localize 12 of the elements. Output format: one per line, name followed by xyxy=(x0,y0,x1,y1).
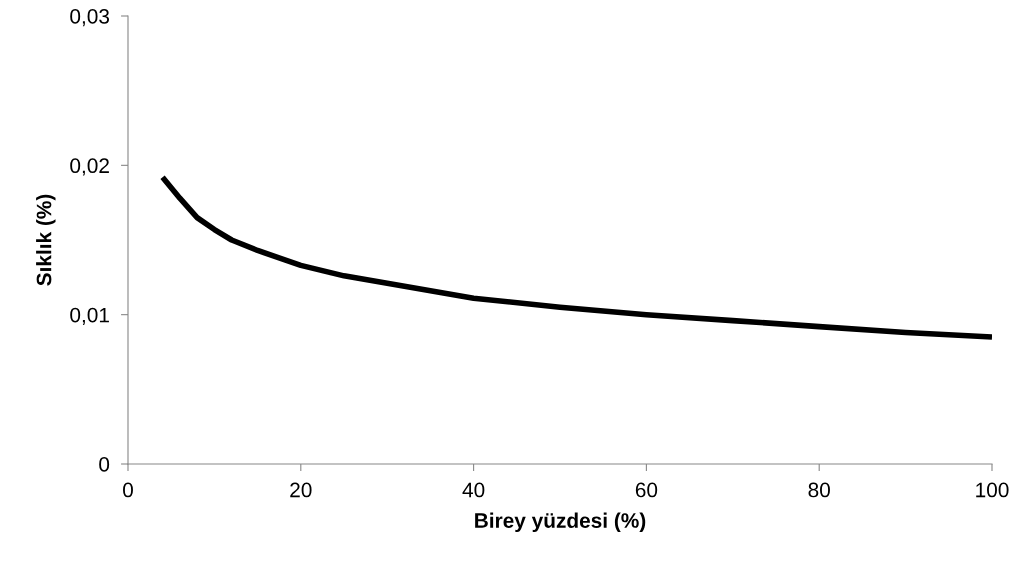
y-tick-label: 0,02 xyxy=(70,158,109,176)
y-tick-label: 0 xyxy=(99,457,110,472)
y-tick-label: 0,03 xyxy=(70,9,110,27)
x-tick-label: 20 xyxy=(290,482,312,498)
x-tick-label: 80 xyxy=(808,482,830,498)
y-tick-label: 0,01 xyxy=(70,307,109,325)
x-tick-label: 60 xyxy=(635,482,658,498)
x-tick-label: 40 xyxy=(462,482,485,498)
x-axis-title: Birey yüzdesi (%) xyxy=(475,512,646,533)
x-tick-label: 0 xyxy=(123,482,133,498)
x-tick-label: 100 xyxy=(976,482,1009,498)
y-axis-title: Sıklık (%) xyxy=(36,194,56,286)
